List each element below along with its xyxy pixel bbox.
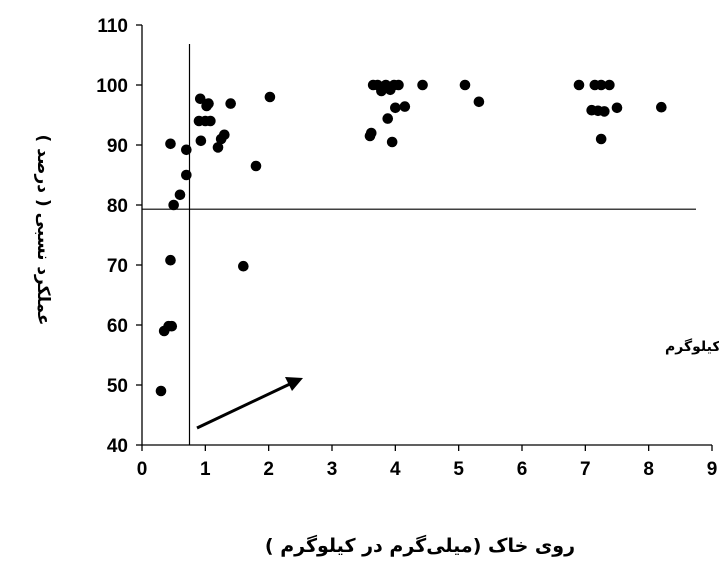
data-point — [386, 136, 398, 148]
x-tick-label: 8 — [643, 459, 654, 480]
annotation-arrow — [196, 377, 303, 430]
data-point — [194, 93, 206, 105]
y-tick-label: 100 — [96, 76, 128, 97]
y-axis-label: عملکرد نسبی ( درصد ) — [33, 135, 53, 326]
data-point — [165, 254, 176, 266]
x-axis-ticks: 0 1 2 3 4 5 6 7 8 9 — [137, 445, 718, 480]
data-point — [155, 385, 167, 397]
data-point — [203, 98, 214, 109]
data-point — [656, 101, 667, 113]
data-point — [181, 169, 192, 181]
data-point — [264, 91, 276, 103]
axes — [141, 25, 712, 446]
x-tick-label: 5 — [453, 459, 464, 480]
y-tick-label: 110 — [97, 16, 128, 37]
data-point — [168, 199, 179, 211]
data-point — [459, 79, 471, 91]
data-point — [174, 189, 186, 201]
data-point — [225, 98, 236, 109]
x-axis-label: روی خاک (میلی‌گرم در کیلوگرم ) — [265, 534, 575, 557]
data-point — [473, 96, 485, 108]
data-point — [393, 79, 404, 91]
y-tick-label: 90 — [107, 136, 128, 157]
x-tick-label: 6 — [517, 459, 528, 480]
x-tick-label: 1 — [200, 459, 211, 480]
data-point — [417, 79, 428, 91]
x-tick-label: 2 — [263, 459, 274, 480]
x-tick-label: 7 — [580, 459, 591, 480]
data-point — [219, 129, 230, 141]
data-point — [165, 138, 176, 150]
data-point — [399, 101, 411, 112]
y-tick-label: 70 — [107, 256, 128, 277]
data-point — [212, 142, 224, 153]
x-tick-label: 9 — [707, 459, 718, 480]
data-point — [595, 79, 607, 91]
data-point — [238, 260, 249, 272]
y-tick-label: 60 — [107, 316, 128, 337]
data-point — [205, 115, 216, 127]
y-tick-label: 40 — [107, 436, 128, 457]
data-points — [155, 79, 667, 397]
data-point — [166, 320, 178, 332]
y-tick-label: 50 — [107, 376, 128, 397]
data-point — [390, 102, 401, 114]
data-point — [611, 102, 623, 114]
data-point — [604, 79, 615, 91]
critical-value-annotation: حد بحرانی روی = ۰/۷۵ میلی‌گرم در کیلوگرم — [665, 338, 719, 355]
y-tick-label: 80 — [107, 196, 128, 217]
x-tick-label: 3 — [327, 459, 338, 480]
data-point — [195, 135, 207, 147]
data-point — [181, 144, 192, 156]
data-point — [595, 133, 607, 145]
data-point — [573, 79, 585, 91]
y-axis-ticks: 40 50 60 70 80 90 100 110 — [96, 16, 142, 457]
data-point — [599, 106, 610, 117]
data-point — [365, 127, 377, 139]
x-tick-label: 4 — [390, 459, 401, 480]
data-point — [382, 113, 394, 124]
data-point — [250, 160, 262, 172]
critical-reference-lines — [142, 44, 696, 445]
x-tick-label: 0 — [137, 459, 148, 480]
